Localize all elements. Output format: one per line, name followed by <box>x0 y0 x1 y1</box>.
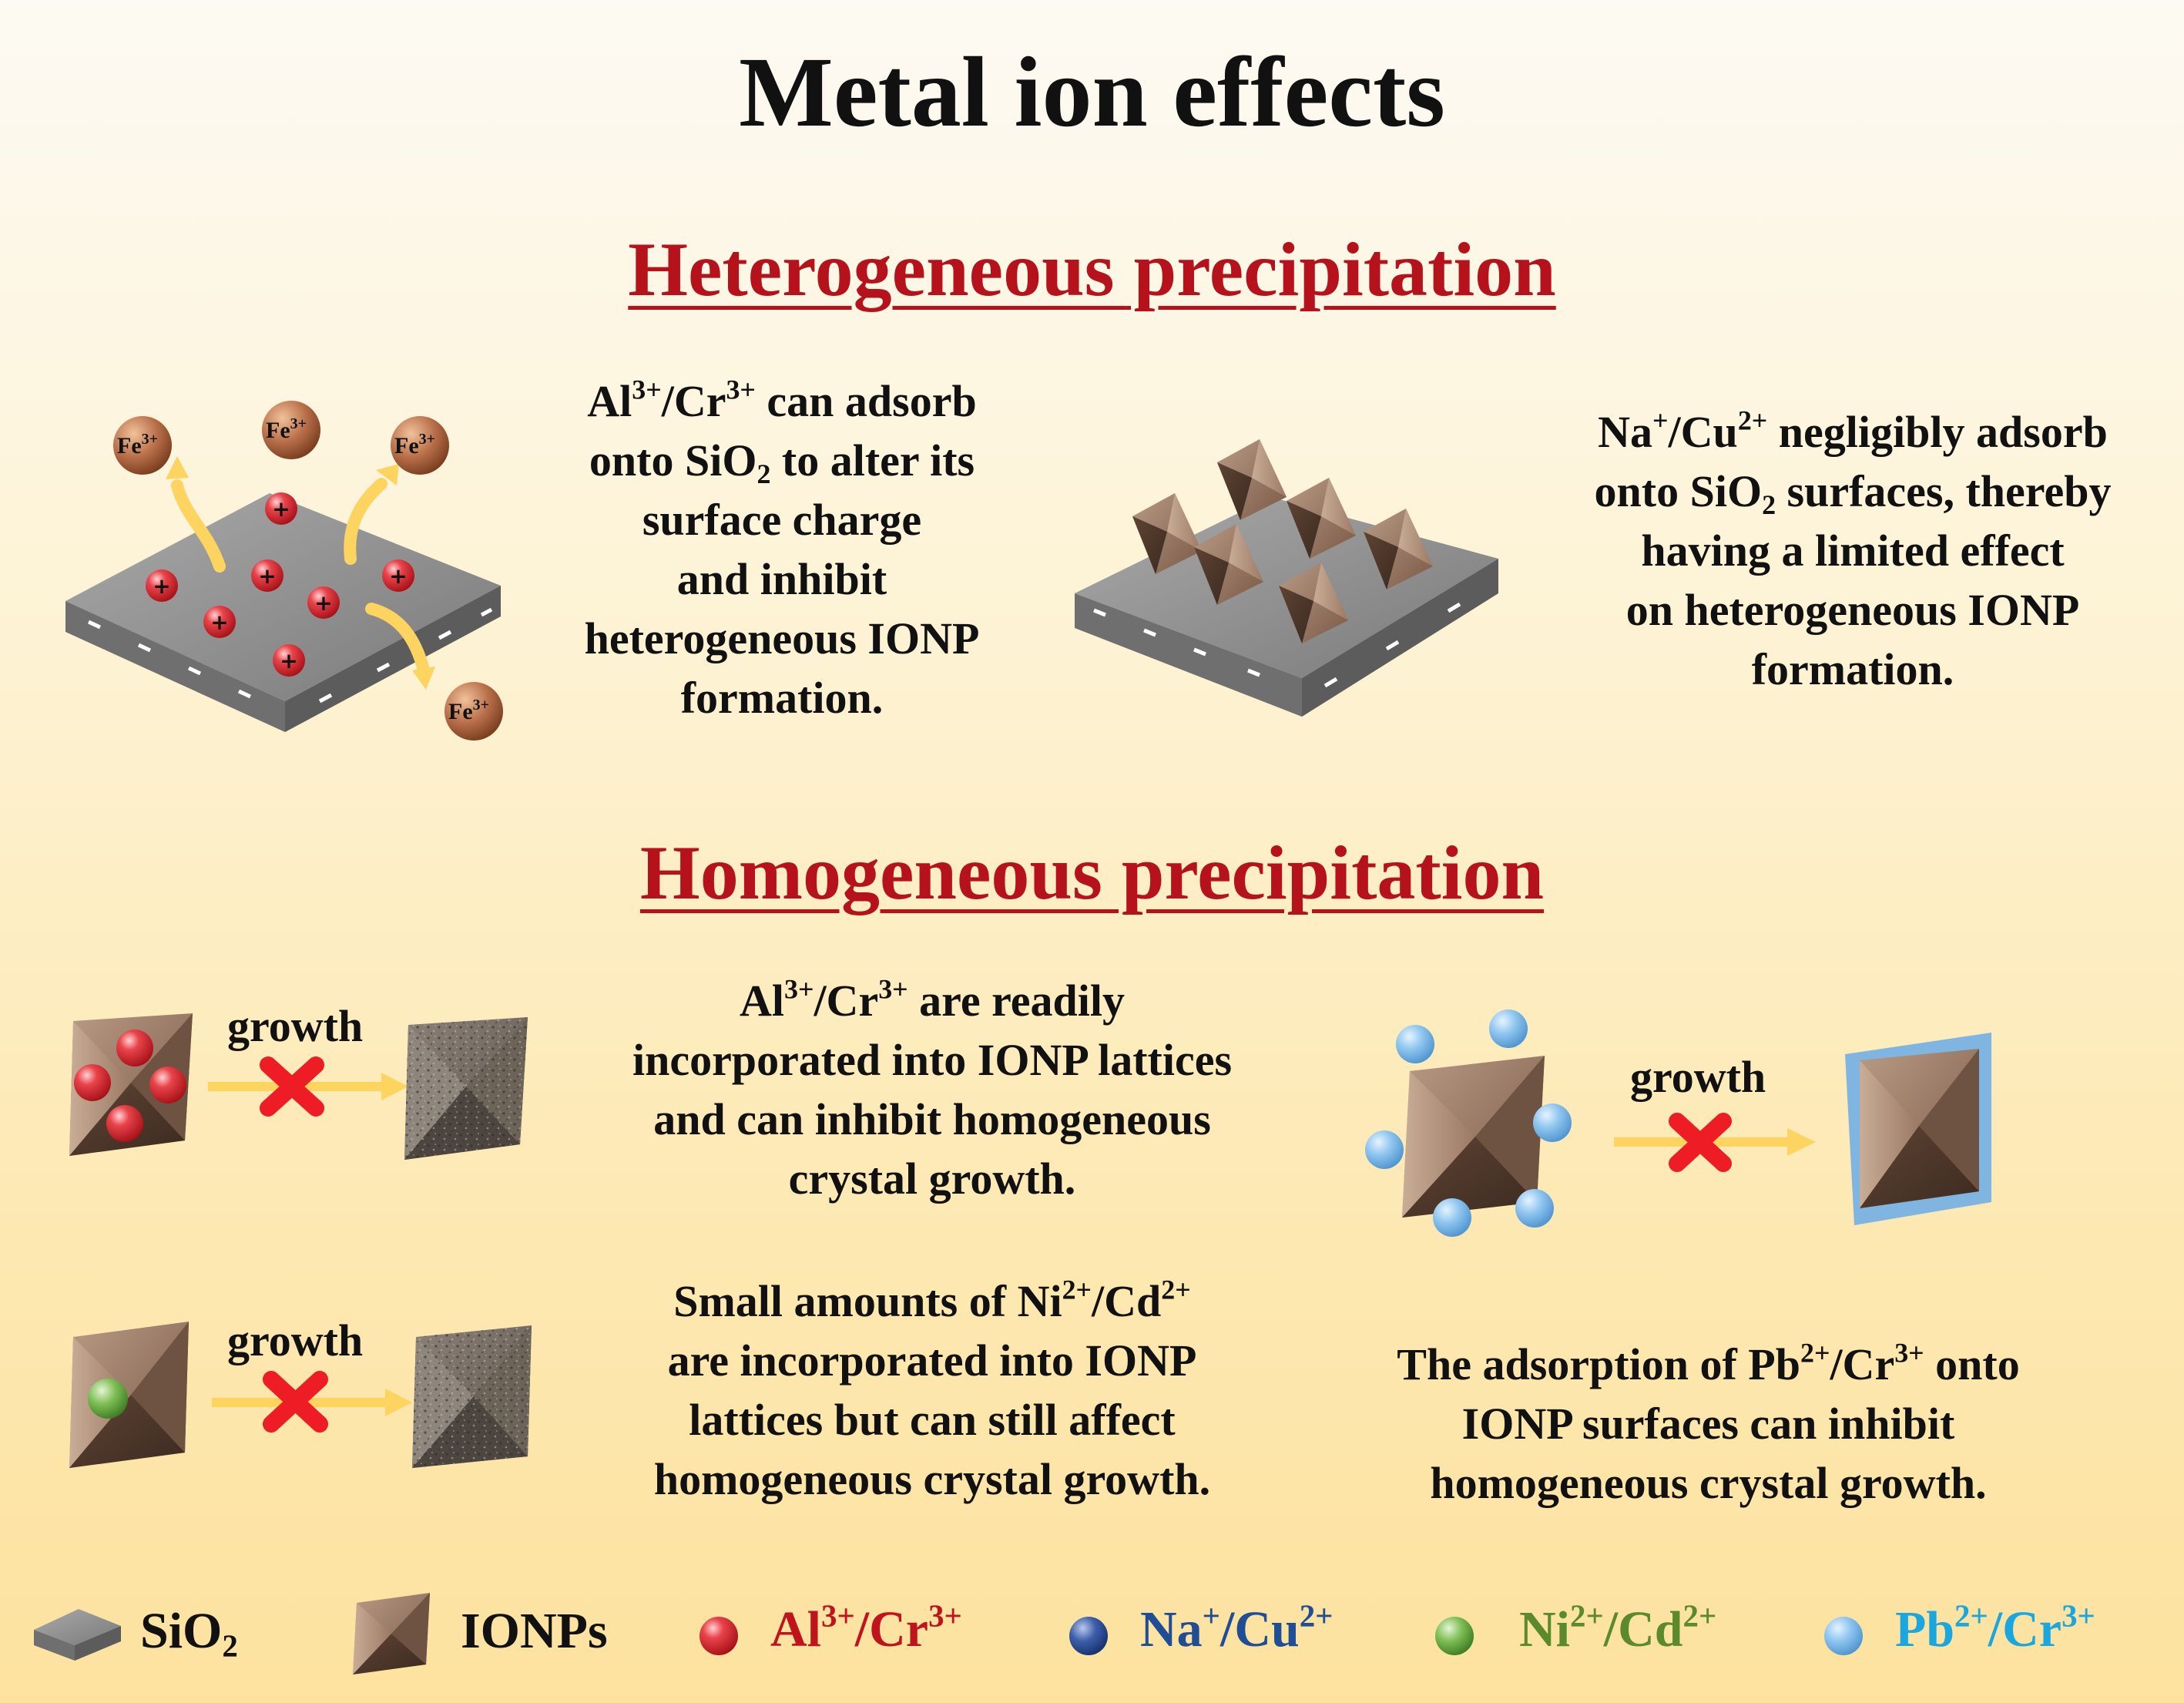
al-cr-legend-icon <box>699 1617 738 1655</box>
al-cr-incorporation-diagram <box>69 1013 528 1160</box>
plus-sign: + <box>272 496 290 522</box>
homogeneous-pb-cr-description: The adsorption of Pb2+/Cr3+ onto IONP su… <box>1397 1337 2020 1508</box>
plus-sign: + <box>280 648 297 673</box>
sio2-slab-with-ionps <box>1075 439 1498 717</box>
legend-al-cr-label: Al3+/Cr3+ <box>770 1598 962 1658</box>
fe-ion-label: Fe3+ <box>448 697 489 724</box>
fe-ion-label: Fe3+ <box>266 415 307 443</box>
growth-label: growth <box>227 1315 364 1365</box>
pb-cr-legend-icon <box>1824 1617 1863 1655</box>
ionp-legend-icon <box>353 1593 430 1674</box>
fe-ion-label: Fe3+ <box>117 431 158 458</box>
main-title: Metal ion effects <box>739 37 1445 148</box>
ni-cd-legend-icon <box>1435 1617 1474 1655</box>
ni-cd-incorporation-diagram <box>69 1322 532 1468</box>
legend-ionps-label: IONPs <box>461 1603 608 1659</box>
plus-sign: + <box>153 573 170 599</box>
homogeneous-al-cr-description: Al3+/Cr3+ are readily incorporated into … <box>632 973 1233 1204</box>
heterogeneous-right-description: Na+/Cu2+ negligibly adsorb onto SiO2 sur… <box>1594 405 2112 694</box>
sio2-legend-icon <box>34 1609 121 1661</box>
heterogeneous-title: Heterogeneous precipitation <box>628 227 1556 312</box>
growth-label: growth <box>1630 1052 1766 1102</box>
na-cu-legend-icon <box>1069 1617 1108 1655</box>
homogeneous-ni-cd-description: Small amounts of Ni2+/Cd2+ are incorpora… <box>653 1274 1211 1504</box>
legend-ni-cd-label: Ni2+/Cd2+ <box>1519 1598 1717 1658</box>
growth-label: growth <box>227 1001 364 1051</box>
plus-sign: + <box>314 590 332 616</box>
legend: SiO2 IONPs Al3+/Cr3+ Na+/Cu2+ Ni2+/Cd2+ … <box>0 1587 2184 1680</box>
legend-sio2-label: SiO2 <box>140 1603 238 1664</box>
homogeneous-title: Homogeneous precipitation <box>639 830 1545 915</box>
fe-ion-label: Fe3+ <box>394 431 435 458</box>
plus-sign: + <box>258 563 276 589</box>
plus-sign: + <box>389 563 407 589</box>
heterogeneous-left-description: Al3+/Cr3+ can adsorb onto SiO2 to alter … <box>584 374 980 723</box>
pb-cr-adsorption-diagram <box>1365 1009 1991 1237</box>
sio2-slab-with-adsorbed-ions: + + + + + + + Fe3+ Fe3+ Fe3+ Fe3+ <box>65 401 503 741</box>
ionp-crystal-group <box>1132 439 1433 643</box>
legend-pb-cr-label: Pb2+/Cr3+ <box>1895 1598 2095 1658</box>
plus-sign: + <box>210 610 228 635</box>
legend-na-cu-label: Na+/Cu2+ <box>1140 1598 1334 1658</box>
